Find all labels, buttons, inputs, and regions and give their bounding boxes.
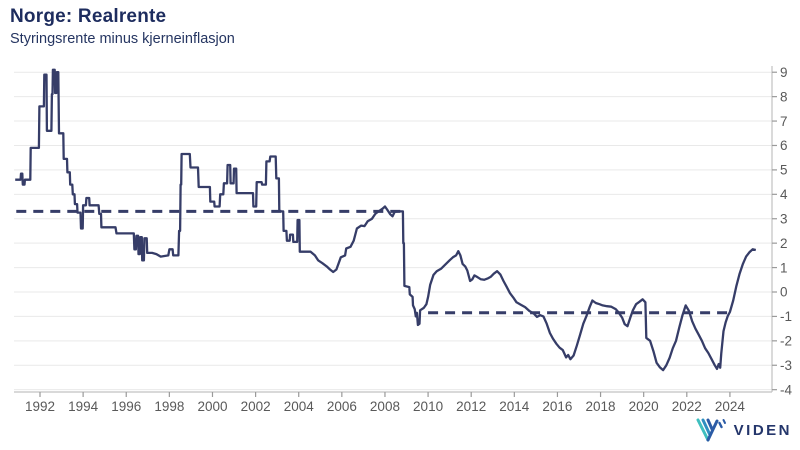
svg-text:2008: 2008 <box>370 399 400 414</box>
svg-text:4: 4 <box>780 187 788 202</box>
svg-text:9: 9 <box>780 65 788 80</box>
chart-header: Norge: Realrente Styringsrente minus kje… <box>10 6 235 47</box>
svg-text:1996: 1996 <box>111 399 141 414</box>
svg-text:-2: -2 <box>780 334 792 349</box>
svg-text:2020: 2020 <box>629 399 659 414</box>
viden-logo-icon <box>695 417 727 443</box>
chart-title: Norge: Realrente <box>10 6 167 27</box>
svg-text:2010: 2010 <box>413 399 443 414</box>
svg-text:2012: 2012 <box>456 399 486 414</box>
svg-text:-4: -4 <box>780 382 792 397</box>
svg-text:7: 7 <box>780 114 788 129</box>
svg-text:1: 1 <box>780 260 788 275</box>
svg-text:2006: 2006 <box>327 399 357 414</box>
svg-text:0: 0 <box>780 285 788 300</box>
svg-text:2000: 2000 <box>197 399 227 414</box>
svg-text:1994: 1994 <box>68 399 99 414</box>
svg-text:2: 2 <box>780 236 788 251</box>
svg-text:2002: 2002 <box>241 399 271 414</box>
svg-text:1998: 1998 <box>154 399 184 414</box>
svg-text:5: 5 <box>780 163 788 178</box>
svg-text:8: 8 <box>780 89 788 104</box>
svg-text:2016: 2016 <box>542 399 572 414</box>
svg-text:-3: -3 <box>780 358 792 373</box>
brand-name: VIDEN <box>733 421 792 439</box>
svg-text:6: 6 <box>780 138 788 153</box>
brand-footer: VIDEN <box>695 417 792 443</box>
chart-subtitle: Styringsrente minus kjerneinflasjon <box>10 31 235 47</box>
svg-text:2014: 2014 <box>499 399 530 414</box>
svg-text:-1: -1 <box>780 309 792 324</box>
svg-text:3: 3 <box>780 211 788 226</box>
svg-text:2024: 2024 <box>715 399 746 414</box>
svg-text:2022: 2022 <box>672 399 702 414</box>
svg-text:2018: 2018 <box>586 399 616 414</box>
svg-text:1992: 1992 <box>25 399 55 414</box>
svg-text:2004: 2004 <box>284 399 315 414</box>
